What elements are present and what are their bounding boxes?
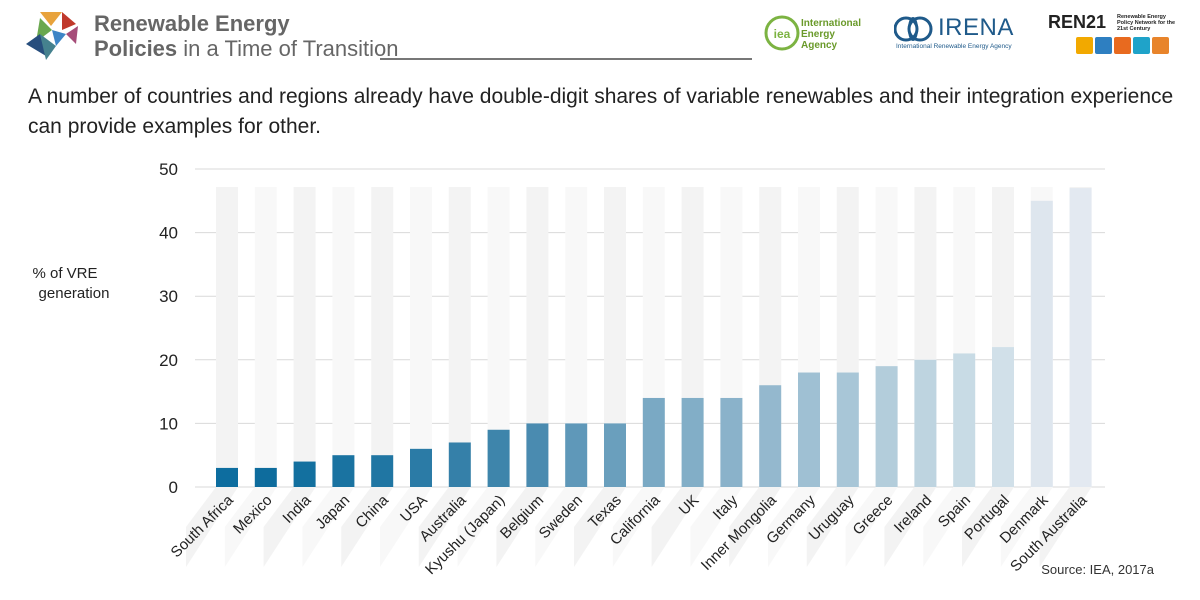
- ren21-label: REN21: [1048, 12, 1107, 32]
- y-tick-labels: 0 10 20 30 40 50: [159, 160, 178, 497]
- bar: [720, 397, 743, 487]
- bar: [604, 423, 626, 487]
- bar: [992, 347, 1014, 487]
- y-tick-label: 0: [169, 478, 178, 497]
- fire-icon: [1114, 37, 1131, 54]
- y-tick-label: 30: [159, 287, 178, 306]
- irena-label: IRENA: [938, 14, 1014, 41]
- irena-sublabel: International Renewable Energy Agency: [896, 43, 1012, 50]
- bar: [487, 429, 510, 487]
- bar: [642, 397, 665, 487]
- leaf-icon: [1152, 37, 1169, 54]
- bar: [914, 359, 937, 487]
- bar: [371, 455, 394, 487]
- bar: [332, 455, 355, 487]
- bar: [293, 461, 316, 487]
- iea-logo-icon: iea: [764, 15, 800, 51]
- y-tick-label: 40: [159, 224, 178, 243]
- y-tick-label: 10: [159, 414, 178, 433]
- header: Renewable Energy Policies in a Time of T…: [0, 0, 1200, 70]
- iea-label: International Energy Agency: [801, 18, 862, 51]
- bar: [1069, 188, 1092, 487]
- report-title-rest: in a Time of Transition: [177, 36, 399, 61]
- bar: [953, 353, 976, 487]
- chart-subtitle: A number of countries and regions alread…: [28, 85, 1174, 138]
- bar: [681, 397, 704, 487]
- bar: [836, 372, 859, 487]
- bar: [448, 442, 471, 487]
- y-axis-label-line1: % of VRE: [32, 265, 97, 282]
- bar: [759, 385, 782, 487]
- irena-globe-icon: [894, 16, 933, 42]
- bar: [254, 467, 277, 487]
- water-icon: [1133, 37, 1150, 54]
- ren21-icons: [1076, 37, 1169, 54]
- sun-icon: [1076, 37, 1093, 54]
- source-note: Source: IEA, 2017a: [1041, 562, 1154, 577]
- bar: [565, 423, 588, 487]
- iea-mark: iea: [774, 27, 791, 41]
- report-title-bold: Policies: [94, 36, 178, 61]
- report-title-line2: Policies in a Time of Transition: [94, 38, 398, 60]
- wind-icon: [1095, 37, 1112, 54]
- bar: [526, 423, 549, 487]
- ren21-sublabel: Renewable Energy Policy Network for the …: [1117, 14, 1176, 32]
- bar: [216, 467, 238, 487]
- y-tick-label: 20: [159, 351, 178, 370]
- bar: [410, 448, 432, 487]
- bar: [1030, 200, 1053, 488]
- report-title-line1: Renewable Energy: [94, 11, 290, 36]
- title-rule: [380, 58, 752, 60]
- report-title: Renewable Energy Policies in a Time of T…: [94, 13, 398, 60]
- bar: [875, 366, 898, 487]
- y-tick-label: 50: [159, 160, 178, 179]
- bars: [216, 188, 1092, 488]
- tangram-logo-icon: [26, 12, 78, 60]
- bar: [798, 372, 820, 487]
- y-axis-label-line2: generation: [39, 285, 110, 302]
